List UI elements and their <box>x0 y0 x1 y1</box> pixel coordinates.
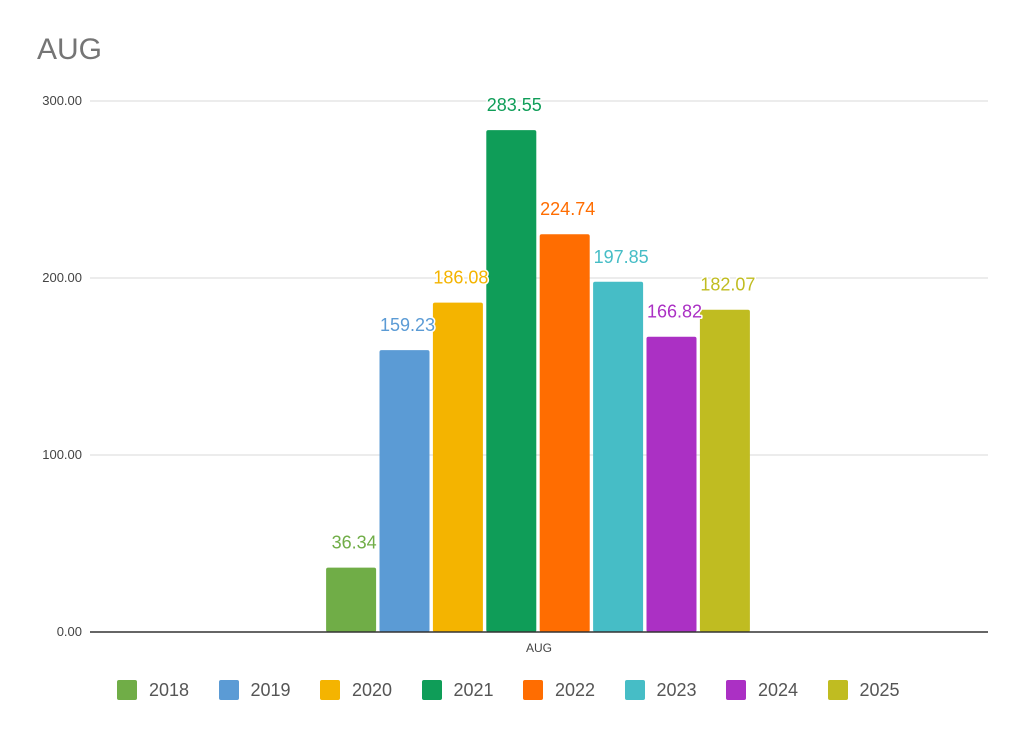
y-tick-label: 100.00 <box>42 447 82 462</box>
legend-label: 2023 <box>656 679 697 700</box>
legend-swatch <box>218 680 239 700</box>
bar-2022 <box>539 234 590 632</box>
data-label-2018: 36.34 <box>332 533 377 553</box>
legend-item-2022: 2022 <box>523 676 595 704</box>
legend: 2018 2019 2020 2021 2022 2023 2024 2025 <box>0 676 1024 704</box>
legend-item-2020: 2020 <box>320 676 392 704</box>
data-label-2021: 283.55 <box>487 95 542 115</box>
legend-label: 2025 <box>859 679 900 700</box>
data-label-2023: 197.85 <box>594 247 649 267</box>
legend-label: 2019 <box>250 679 291 700</box>
legend-label: 2021 <box>453 679 494 700</box>
bar-2018 <box>326 567 377 632</box>
x-category-label: AUG <box>526 641 552 655</box>
y-tick-label: 300.00 <box>42 93 82 108</box>
data-labels: 36.34 159.23 186.08 283.55 224.74 197.85 166.8… <box>330 94 757 555</box>
legend-swatch <box>421 680 442 700</box>
legend-item-2021: 2021 <box>421 676 494 704</box>
data-label-2025: 182.07 <box>700 275 755 295</box>
legend-swatch <box>117 680 137 700</box>
bars <box>326 130 750 632</box>
bar-2019 <box>379 350 430 632</box>
legend-item-2024: 2024 <box>726 676 798 704</box>
y-tick-label: 0.00 <box>57 624 82 639</box>
bar-2020 <box>432 302 483 632</box>
axes: 0.00 100.00 200.00 300.00 AUG <box>42 93 988 655</box>
data-label-2020: 186.08 <box>433 268 488 288</box>
legend-swatch <box>523 680 543 700</box>
legend-item-2018: 2018 <box>117 676 189 704</box>
data-label-2022: 224.74 <box>540 199 595 219</box>
legend-swatch <box>726 680 746 700</box>
legend-label: 2020 <box>352 679 393 700</box>
y-tick-label: 200.00 <box>42 270 82 285</box>
bar-2024 <box>646 336 697 632</box>
bar-2025 <box>699 309 750 632</box>
legend-swatch <box>827 680 848 700</box>
chart-title: AUG <box>37 33 103 66</box>
bar-2023 <box>593 281 644 632</box>
bar-2021 <box>486 130 537 632</box>
legend-label: 2024 <box>758 679 799 700</box>
legend-swatch <box>320 680 340 700</box>
data-label-2019: 159.23 <box>380 315 435 335</box>
legend-item-2023: 2023 <box>624 676 697 704</box>
legend-item-2019: 2019 <box>218 676 291 704</box>
legend-label: 2018 <box>149 679 190 700</box>
gridlines <box>90 100 988 456</box>
data-label-2024: 166.82 <box>647 302 702 322</box>
legend-swatch <box>624 680 645 700</box>
legend-label: 2022 <box>555 679 596 700</box>
chart-area: 36.34 159.23 186.08 283.55 224.74 197.85 166.8… <box>42 93 988 655</box>
legend-item-2025: 2025 <box>827 676 900 704</box>
